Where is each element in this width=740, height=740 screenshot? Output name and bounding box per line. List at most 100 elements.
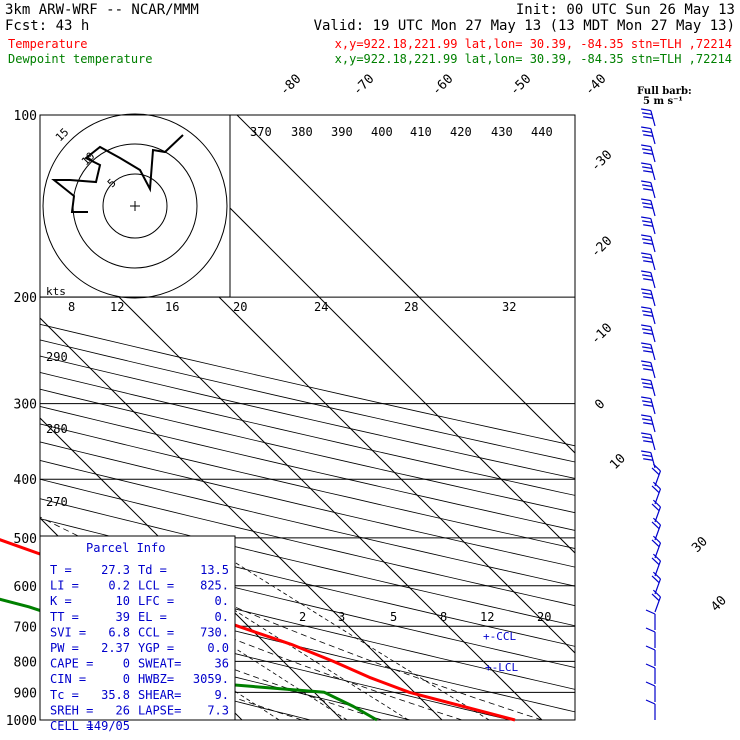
wind-barb-staff (654, 560, 662, 577)
isotherm-line (40, 417, 343, 720)
parcel-row-value: 39 (116, 610, 130, 624)
wind-barb-flag (645, 609, 656, 615)
wind-barb (641, 288, 656, 307)
wind-barb-staff (654, 488, 662, 505)
wind-barb-flag (645, 681, 656, 687)
pressure-tick-label: 100 (14, 109, 37, 124)
dry-adiabat (40, 459, 575, 587)
wind-barb (641, 252, 656, 271)
wind-barb-flag (641, 288, 651, 292)
parcel-row-value: 0.2 (108, 579, 130, 593)
wind-barb-flag (641, 216, 651, 220)
wind-barb-staff (650, 236, 656, 253)
init-time: Init: 00 UTC Sun 26 May 13 (516, 2, 735, 18)
parcel-row-label: YGP = (138, 641, 174, 655)
wind-barbs (641, 108, 662, 720)
isotherm-line (40, 217, 543, 720)
wind-barb-flag (645, 699, 656, 705)
parcel-row-label: SWEAT= (138, 657, 181, 671)
wind-barb-flag (643, 350, 654, 353)
isotherm-line (236, 115, 575, 454)
wind-barb-staff (654, 470, 662, 487)
wind-barb-flag (643, 314, 654, 317)
wind-barb-flag (642, 364, 652, 368)
wind-barb-flag (652, 535, 661, 544)
wind-barb-staff (650, 308, 656, 325)
dry-adiabat (40, 518, 575, 647)
wind-barb (641, 450, 656, 469)
temperature-trace (0, 538, 516, 722)
parcel-row-value: 13.5 (200, 563, 229, 577)
mixing-ratio-label: 24 (314, 300, 328, 314)
wind-barb (645, 699, 656, 720)
parcel-info-frame (39, 535, 236, 721)
wind-barb-flag (643, 188, 654, 191)
wind-barb (641, 216, 656, 235)
wind-barb-flag (643, 422, 654, 425)
parcel-row-value: 0. (215, 610, 229, 624)
parcel-row-value: 0 (123, 657, 130, 671)
wind-barb (645, 627, 656, 648)
wind-barb-flag (641, 108, 651, 112)
wind-barb-flag (641, 414, 651, 418)
pressure-tick-label: 800 (14, 655, 37, 670)
hodograph-ring-outer (42, 113, 228, 299)
hodograph: 5 10 15 kts (39, 113, 231, 299)
moist-adiabat (40, 516, 543, 720)
wind-barb-flag (642, 256, 652, 260)
wind-barb-flag (645, 663, 656, 669)
dry-adiabat (40, 478, 575, 607)
wind-barb-flag (645, 645, 656, 651)
parcel-row-label: T = (50, 563, 72, 577)
mixing-ratio-label: 2 (299, 610, 306, 624)
lcl-marker: +-LCL (485, 661, 518, 674)
wind-barb-flag (643, 386, 654, 389)
pressure-tick-label: 700 (14, 620, 37, 635)
wind-barb-flag (642, 184, 652, 188)
parcel-row-label: TT = (50, 610, 79, 624)
wind-barb-flag (643, 296, 654, 299)
parcel-row-value: 0 (123, 672, 130, 686)
isotherm-label: -10 (588, 321, 615, 348)
wind-barb-flag (642, 274, 652, 278)
wind-barb (641, 324, 656, 343)
wind-barb-staff (650, 416, 656, 433)
parcel-row-label: LI = (50, 579, 79, 593)
wind-barb-staff (650, 344, 656, 361)
theta-label: 430 (491, 125, 513, 139)
wind-barb (651, 535, 662, 559)
pressure-tick-label: 900 (14, 686, 37, 701)
wind-barb-flag (641, 180, 651, 184)
parcel-info-panel: Parcel Info T = 27.3 Td = 13.5 LI = 0.2 LCL = 8… (39, 535, 236, 733)
wind-barb-flag (643, 206, 654, 209)
parcel-row-label: SREH = (50, 703, 93, 717)
wind-barb (641, 306, 656, 325)
parcel-row-label: EL = (138, 610, 167, 624)
parcel-row-value: 0. (215, 594, 229, 608)
dry-adiabat (40, 498, 575, 627)
theta-label: 370 (250, 125, 272, 139)
theta-label: 440 (531, 125, 553, 139)
wind-barb-staff (654, 542, 662, 559)
wind-barb-flag (642, 454, 652, 458)
wind-barb-flag (641, 396, 651, 400)
parcel-row-value: 9. (215, 688, 229, 702)
wind-barb (645, 681, 656, 702)
wind-barb-flag (641, 234, 651, 238)
mixing-ratio-label: 3 (338, 610, 345, 624)
theta-label: 420 (450, 125, 472, 139)
wind-barb-flag (652, 553, 661, 562)
wind-barb-flag (642, 112, 652, 116)
mixing-ratio-label: 16 (165, 300, 179, 314)
wind-barb (651, 589, 662, 613)
pressure-labels: 100 200 300 400 500 600 700 800 900 1000 (6, 109, 37, 729)
wind-barb-staff (650, 452, 656, 469)
theta-label: 390 (331, 125, 353, 139)
wind-barb (641, 414, 656, 433)
dry-adiabat (40, 581, 575, 713)
valid-time: Valid: 19 UTC Mon 27 May 13 (13 MDT Mon … (314, 18, 735, 34)
parcel-info-title: Parcel Info (86, 541, 165, 555)
mixing-ratio-label: 8 (68, 300, 75, 314)
wind-barb-staff (650, 200, 656, 217)
